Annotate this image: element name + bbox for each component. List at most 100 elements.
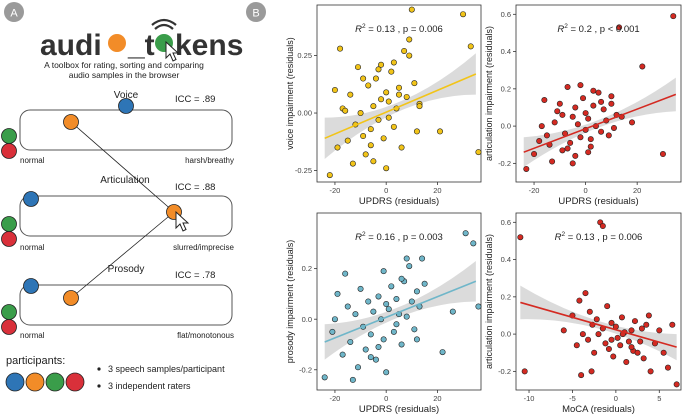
logo-text-audio: audi xyxy=(40,29,102,62)
data-point xyxy=(411,80,418,87)
y-tick-label: 0.0 xyxy=(302,315,312,324)
data-point xyxy=(660,349,667,356)
y-tick-label: -0.2 xyxy=(498,367,511,376)
data-point xyxy=(576,297,583,304)
regression-line xyxy=(324,280,477,343)
y-tick-label: 0.6 xyxy=(501,10,511,19)
confidence-band xyxy=(523,77,676,168)
data-point xyxy=(375,344,382,351)
data-point xyxy=(573,342,580,349)
data-point xyxy=(470,240,477,247)
wifi-icon xyxy=(151,18,177,30)
data-point xyxy=(541,97,548,104)
data-point xyxy=(610,353,617,360)
x-axis-label: UPDRS (residuals) xyxy=(359,196,439,207)
x-tick-label: 0 xyxy=(384,186,388,195)
bullet-text: 3 speech samples/participant xyxy=(108,364,225,374)
data-point xyxy=(598,128,605,135)
rating-row-prosody: Prosody ICC = .78 normal flat/monotonous xyxy=(19,264,234,340)
bullet-dot xyxy=(97,367,101,371)
participant-red xyxy=(65,372,85,392)
y-tick-label: 0.25 xyxy=(297,51,312,60)
data-point xyxy=(388,68,395,75)
data-point xyxy=(586,308,593,315)
data-point xyxy=(383,165,390,172)
data-point xyxy=(585,115,592,122)
data-point xyxy=(659,151,666,158)
y-tick-label: 0.0 xyxy=(501,330,511,339)
connector-line xyxy=(70,121,175,213)
data-point xyxy=(608,93,615,100)
token-blue[interactable] xyxy=(23,278,39,294)
token-green[interactable] xyxy=(1,304,17,320)
x-axis-label: MoCA (residuals) xyxy=(562,404,635,415)
participant-green xyxy=(45,372,65,392)
y-tick-label: -0.25 xyxy=(295,166,312,175)
scatter-plot-1: -20 0 20 -0.25 0.00 0.25 UPDRS (residuals) voic… xyxy=(285,4,482,207)
token-blue[interactable] xyxy=(118,98,134,114)
row-right-label: slurred/imprecise xyxy=(173,243,234,252)
scatter-plot-4: -10 -5 0 5 -0.2 0.0 0.2 0.4 0.6 MoCA (residuals) a… xyxy=(484,212,682,415)
data-point xyxy=(395,84,402,91)
data-point xyxy=(378,96,385,103)
data-point xyxy=(669,321,676,328)
data-point xyxy=(357,285,364,292)
data-point xyxy=(339,351,346,358)
token-red[interactable] xyxy=(1,231,17,247)
token-red[interactable] xyxy=(1,143,17,159)
data-point xyxy=(538,123,545,130)
data-point xyxy=(380,268,387,275)
data-point xyxy=(385,306,392,313)
data-point xyxy=(372,356,379,363)
y-tick-label: 0.6 xyxy=(501,218,511,227)
row-title: Prosody xyxy=(108,264,145,275)
data-point xyxy=(398,144,405,151)
token-orange[interactable] xyxy=(63,290,79,306)
panel-b-label-badge xyxy=(246,2,266,22)
data-point xyxy=(599,223,606,230)
data-point xyxy=(367,126,374,133)
x-tick-label: -10 xyxy=(524,394,535,403)
data-point xyxy=(413,288,420,295)
token-green[interactable] xyxy=(1,216,17,232)
x-tick-label: 0 xyxy=(614,394,618,403)
data-point xyxy=(365,82,372,89)
data-point xyxy=(403,93,410,100)
x-tick-label: 20 xyxy=(433,186,441,195)
data-point xyxy=(560,327,567,334)
stat-annotation: R2 = 0.2 , p < 0.001 xyxy=(557,23,639,35)
data-point xyxy=(587,143,594,150)
row-icc: ICC = .89 xyxy=(175,94,215,105)
token-red[interactable] xyxy=(1,319,17,335)
data-point xyxy=(604,303,611,310)
data-point xyxy=(585,149,592,156)
data-point xyxy=(610,124,617,131)
logo: audi _t kens xyxy=(40,18,243,62)
data-point xyxy=(342,270,349,277)
rating-box xyxy=(19,109,233,151)
data-point xyxy=(354,64,361,71)
data-point xyxy=(406,263,413,270)
data-point xyxy=(645,312,652,319)
data-point xyxy=(367,354,374,361)
regression-line xyxy=(324,73,477,140)
y-tick-label: 0.00 xyxy=(297,109,312,118)
token-green[interactable] xyxy=(1,128,17,144)
data-point xyxy=(616,24,623,31)
data-point xyxy=(590,102,597,109)
data-point xyxy=(413,128,420,135)
participant-blue xyxy=(5,372,25,392)
rating-box xyxy=(19,284,233,326)
x-tick-label: 5 xyxy=(657,394,661,403)
logo-text-kens: kens xyxy=(175,29,243,62)
token-blue[interactable] xyxy=(23,191,39,207)
data-point xyxy=(631,318,638,325)
data-point xyxy=(421,280,428,287)
token-orange[interactable] xyxy=(63,114,79,130)
cursor-icon xyxy=(175,210,190,232)
data-point xyxy=(349,376,356,383)
data-point xyxy=(617,342,624,349)
data-point xyxy=(367,142,374,149)
data-point xyxy=(449,308,456,315)
